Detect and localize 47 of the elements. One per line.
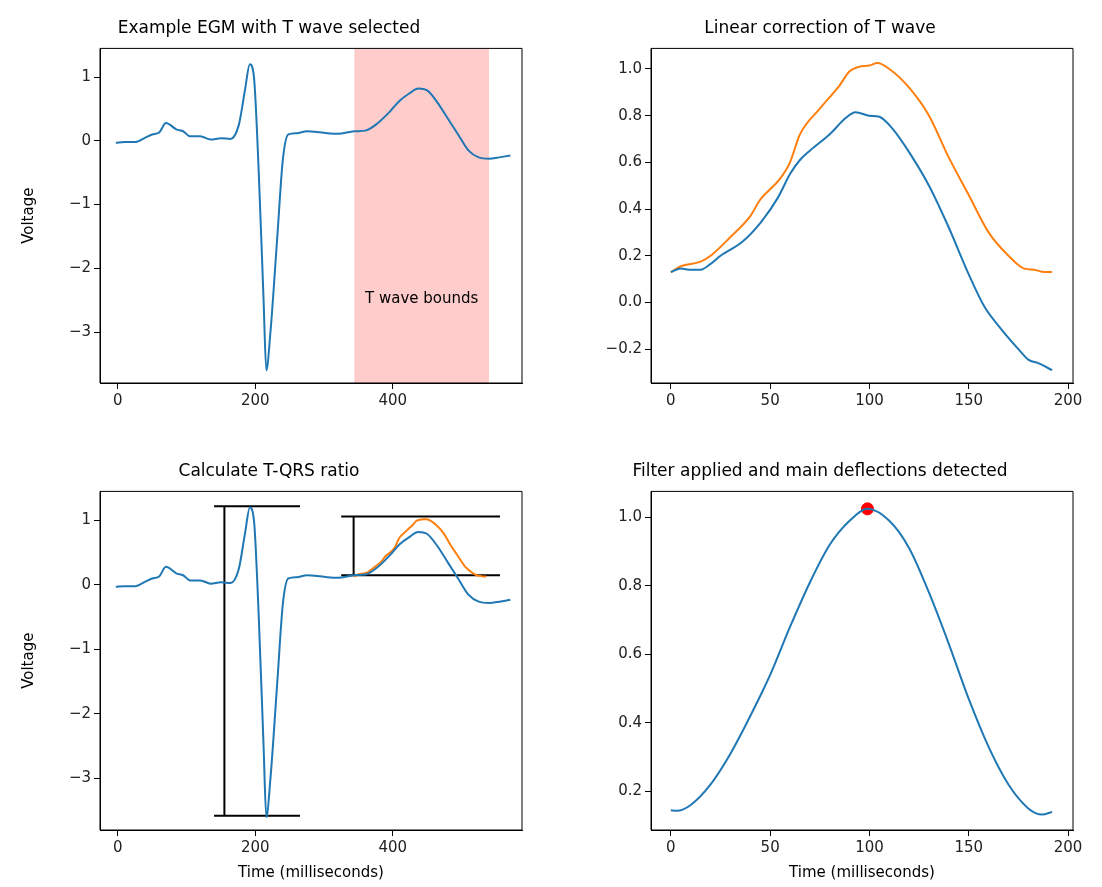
x-tick-label: 100 xyxy=(855,390,884,409)
x-tick-label: 50 xyxy=(760,390,780,409)
y-tick-label: 1 xyxy=(81,510,91,529)
x-tick-label: 150 xyxy=(954,837,984,856)
x-tick-label: 200 xyxy=(241,390,270,409)
y-tick-label: 0.4 xyxy=(618,198,642,217)
y-tick-label: 0 xyxy=(81,130,91,149)
y-tick-label: 0.2 xyxy=(618,781,642,800)
y-tick-label: −3 xyxy=(68,321,91,340)
y-tick-label: 0.8 xyxy=(618,575,642,594)
chart-title: Example EGM with T wave selected xyxy=(117,16,421,37)
y-tick-label: −1 xyxy=(68,194,91,213)
x-axis-title: Time (milliseconds) xyxy=(788,862,935,881)
y-tick-label: −2 xyxy=(68,703,91,722)
chart-title: Calculate T-QRS ratio xyxy=(178,459,360,480)
y-tick-label: 0.6 xyxy=(618,644,642,663)
x-tick-label: 200 xyxy=(1053,837,1083,856)
x-tick-label: 400 xyxy=(378,837,408,856)
x-tick-label: 50 xyxy=(760,837,780,856)
band-label: T wave bounds xyxy=(363,289,479,308)
y-axis-title: Voltage xyxy=(18,187,37,244)
x-tick-label: 400 xyxy=(378,390,408,409)
x-axis-title: Time (milliseconds) xyxy=(237,862,384,881)
x-tick-label: 0 xyxy=(666,390,676,409)
chart-title: Filter applied and main deflections detected xyxy=(632,459,1008,480)
y-tick-label: −0.2 xyxy=(605,339,642,358)
chart-title: Linear correction of T wave xyxy=(704,16,936,37)
x-tick-label: 0 xyxy=(113,837,123,856)
x-tick-label: 200 xyxy=(1053,390,1083,409)
y-tick-label: 0.6 xyxy=(618,152,642,171)
y-tick-label: 1.0 xyxy=(618,507,642,526)
y-axis-title: Voltage xyxy=(18,632,37,689)
x-tick-label: 200 xyxy=(241,837,270,856)
x-tick-label: 100 xyxy=(855,837,884,856)
y-tick-label: −1 xyxy=(68,639,91,658)
x-tick-label: 0 xyxy=(113,390,123,409)
y-tick-label: 0.0 xyxy=(618,292,642,311)
x-tick-label: 0 xyxy=(666,837,676,856)
y-tick-label: −3 xyxy=(68,768,91,787)
y-tick-label: 1.0 xyxy=(618,58,642,77)
y-tick-label: 0.4 xyxy=(618,712,642,731)
y-tick-label: −2 xyxy=(68,258,91,277)
y-tick-label: 1 xyxy=(81,66,91,85)
y-tick-label: 0 xyxy=(81,574,91,593)
y-tick-label: 0.8 xyxy=(618,105,642,124)
x-tick-label: 150 xyxy=(954,390,984,409)
y-tick-label: 0.2 xyxy=(618,245,642,264)
